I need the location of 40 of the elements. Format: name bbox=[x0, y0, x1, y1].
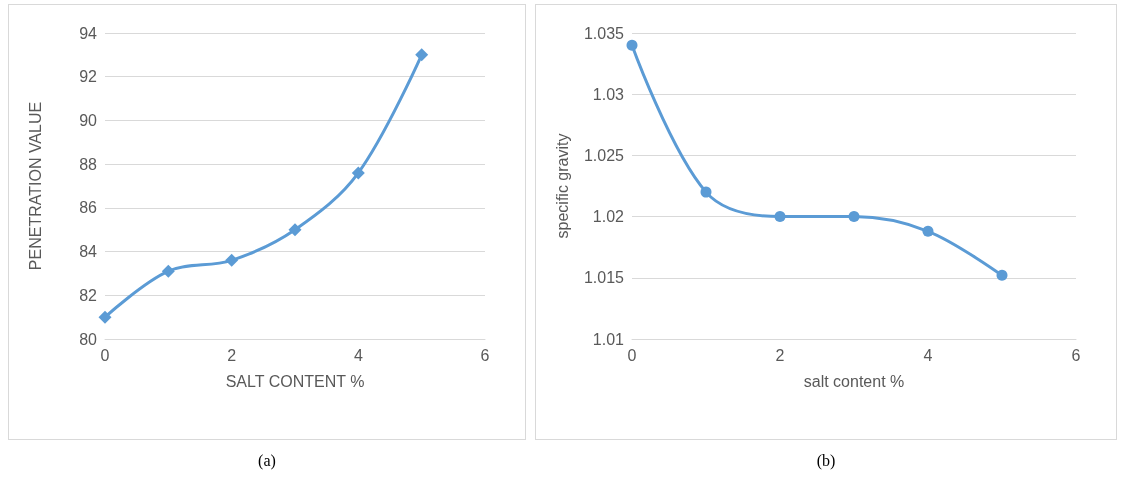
y-tick-label: 1.035 bbox=[583, 24, 625, 42]
y-tick-label: 1.01 bbox=[592, 330, 625, 348]
y-tick-label: 80 bbox=[79, 330, 98, 348]
y-tick-label: 86 bbox=[79, 199, 98, 217]
point bbox=[288, 223, 302, 237]
y-tick-label: 92 bbox=[79, 68, 98, 86]
x-tick-label: 6 bbox=[480, 346, 490, 364]
point bbox=[351, 166, 365, 180]
y-tick-label: 90 bbox=[79, 111, 98, 129]
point bbox=[161, 264, 175, 278]
x-tick-label: 0 bbox=[100, 346, 110, 364]
y-tick-label: 1.03 bbox=[592, 85, 625, 103]
x-tick-label: 2 bbox=[227, 346, 237, 364]
y-tick-label: 88 bbox=[79, 155, 98, 173]
point bbox=[98, 310, 112, 324]
y-axis-title: specific gravity bbox=[553, 133, 571, 239]
point bbox=[225, 253, 239, 267]
point bbox=[996, 269, 1008, 281]
point bbox=[626, 39, 638, 51]
point bbox=[922, 225, 934, 237]
y-tick-label: 84 bbox=[79, 243, 98, 261]
y-tick-label: 1.02 bbox=[592, 208, 625, 226]
x-tick-label: 2 bbox=[775, 346, 785, 364]
point bbox=[848, 211, 860, 223]
x-tick-label: 6 bbox=[1071, 346, 1081, 364]
x-axis-title: SALT CONTENT % bbox=[225, 372, 365, 390]
x-tick-label: 0 bbox=[627, 346, 637, 364]
x-tick-label: 4 bbox=[923, 346, 933, 364]
y-tick-label: 94 bbox=[79, 24, 98, 42]
x-axis-title: salt content % bbox=[803, 372, 905, 390]
y-tick-label: 1.025 bbox=[583, 146, 625, 164]
text: (a) bbox=[257, 452, 277, 470]
text: (b) bbox=[815, 452, 837, 470]
point bbox=[774, 211, 786, 223]
x-tick-label: 4 bbox=[353, 346, 363, 364]
point bbox=[700, 186, 712, 198]
y-axis-title: PENETRATION VALUE bbox=[26, 101, 44, 271]
y-tick-label: 1.015 bbox=[583, 269, 625, 287]
point bbox=[415, 48, 429, 62]
y-tick-label: 82 bbox=[79, 286, 98, 304]
